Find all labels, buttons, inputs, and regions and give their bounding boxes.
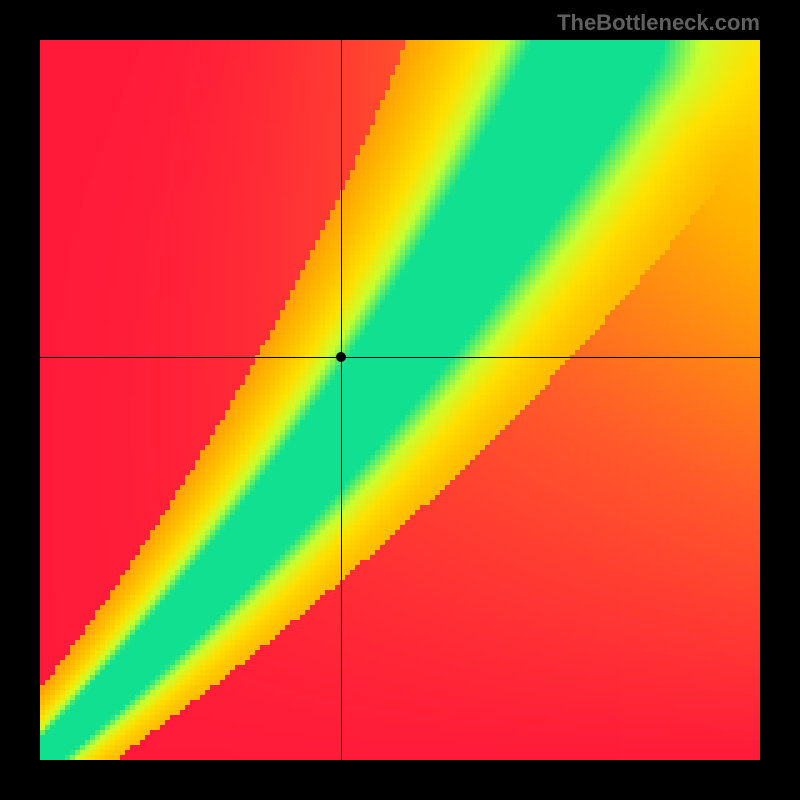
bottleneck-heatmap — [40, 40, 760, 760]
crosshair-horizontal — [40, 357, 760, 358]
watermark-text: TheBottleneck.com — [557, 10, 760, 36]
crosshair-dot — [336, 352, 346, 362]
crosshair-vertical — [341, 40, 342, 760]
